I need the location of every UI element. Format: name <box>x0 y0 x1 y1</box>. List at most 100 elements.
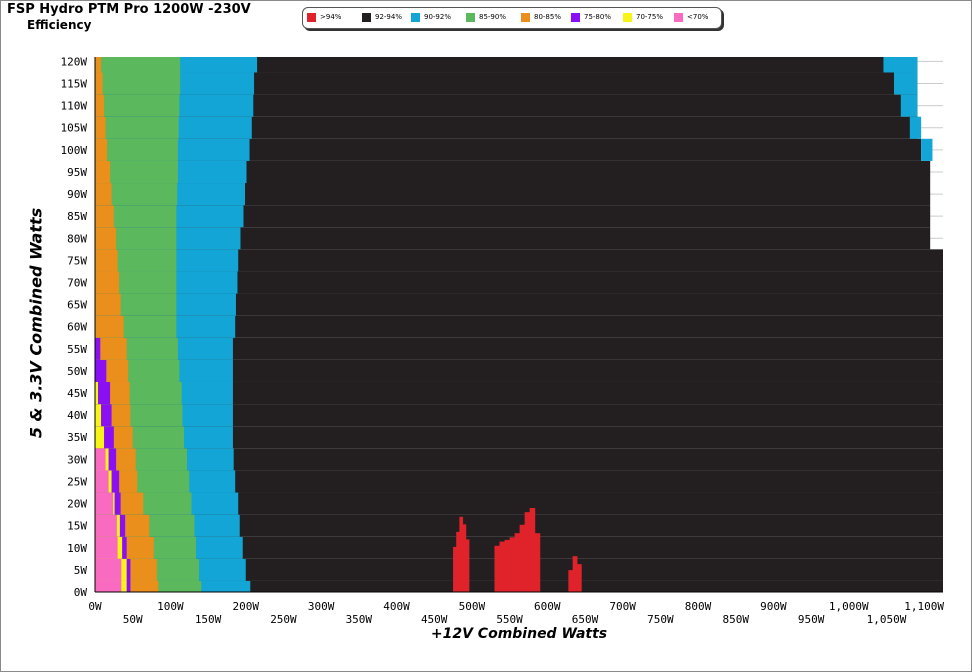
x-tick-label: 450W <box>421 613 448 626</box>
y-tick-label: 105W <box>61 122 88 135</box>
x-tick-label: 250W <box>270 613 297 626</box>
x-axis-label: +12V Combined Watts <box>430 626 608 642</box>
cell-90-92 <box>900 94 918 117</box>
cell-80-85 <box>95 94 105 117</box>
cell-gt94 <box>504 539 511 592</box>
x-tick-label: 850W <box>722 613 749 626</box>
cell-lt70 <box>95 514 117 537</box>
cell-92-94 <box>95 448 943 471</box>
cell-92-94 <box>95 359 943 382</box>
cell-gt94 <box>494 545 501 592</box>
cell-92-94 <box>95 72 918 95</box>
cell-92-94 <box>95 57 918 73</box>
legend-label: 85-90% <box>479 13 506 21</box>
y-tick-label: 20W <box>67 498 87 511</box>
x-tick-label: 400W <box>383 600 410 613</box>
cell-80-85 <box>95 271 120 294</box>
y-tick-label: 40W <box>67 409 87 422</box>
y-tick-label: 10W <box>67 542 87 555</box>
cell-92-94 <box>95 160 931 184</box>
x-tick-label: 650W <box>572 613 599 626</box>
x-tick-label: 900W <box>760 600 787 613</box>
y-tick-label: 45W <box>67 387 87 400</box>
cell-gt94 <box>524 512 531 592</box>
legend-swatch <box>674 13 683 22</box>
y-tick-label: 110W <box>61 100 88 113</box>
x-tick-label: 500W <box>459 600 486 613</box>
y-tick-label: 95W <box>67 166 87 179</box>
cell-gt94 <box>514 533 521 592</box>
cell-90-92 <box>921 138 933 161</box>
cell-80-85 <box>95 315 124 338</box>
x-tick-label: 700W <box>609 600 636 613</box>
cell-70-75 <box>95 426 105 449</box>
chart-title: FSP Hydro PTM Pro 1200W -230V <box>7 2 251 17</box>
legend-label: 92-94% <box>375 13 402 21</box>
cell-92-94 <box>95 249 943 272</box>
cell-70-75 <box>95 381 99 405</box>
legend-label: >94% <box>320 13 342 21</box>
cell-gt94 <box>519 524 526 592</box>
legend-swatch <box>411 13 420 22</box>
cell-92-94 <box>95 315 943 338</box>
cell-80-85 <box>95 138 108 161</box>
x-tick-label: 950W <box>798 613 825 626</box>
cell-gt94 <box>462 524 467 592</box>
y-tick-label: 35W <box>67 431 87 444</box>
legend-swatch <box>521 13 530 22</box>
y-axis-label: 5 & 3.3V Combined Watts <box>26 207 46 439</box>
cell-92-94 <box>95 138 922 161</box>
cell-85-90 <box>95 57 181 73</box>
cell-90-92 <box>909 116 922 139</box>
cell-80-85 <box>95 337 127 360</box>
y-tick-label: 70W <box>67 276 87 289</box>
y-tick-label: 30W <box>67 453 87 466</box>
cell-75-80 <box>95 381 111 405</box>
cell-gt94 <box>534 533 541 592</box>
cell-lt70 <box>95 536 118 559</box>
cell-75-80 <box>95 359 107 382</box>
y-tick-label: 85W <box>67 210 87 223</box>
y-tick-label: 60W <box>67 321 87 334</box>
cell-gt94 <box>576 564 582 592</box>
x-tick-label: 50W <box>123 613 143 626</box>
cell-80-85 <box>95 72 103 95</box>
x-tick-label: 100W <box>157 600 184 613</box>
cell-92-94 <box>95 381 943 405</box>
cell-85-90 <box>95 205 177 228</box>
cell-gt94 <box>456 531 460 592</box>
cell-92-94 <box>95 205 931 228</box>
cell-lt70 <box>95 448 106 471</box>
x-tick-label: 0W <box>88 600 102 613</box>
legend-label: 80-85% <box>534 13 561 21</box>
cell-92-94 <box>95 514 943 537</box>
cell-92-94 <box>95 227 931 250</box>
cell-80-85 <box>95 183 112 206</box>
cell-92-94 <box>95 116 918 139</box>
x-tick-label: 300W <box>308 600 335 613</box>
cell-92-94 <box>95 404 943 427</box>
cell-85-90 <box>95 72 181 95</box>
cell-80-85 <box>95 160 111 184</box>
legend-swatch <box>623 13 632 22</box>
legend-swatch <box>571 13 580 22</box>
legend-swatch <box>362 13 371 22</box>
x-tick-label: 550W <box>496 613 523 626</box>
legend-label: 90-92% <box>424 13 451 21</box>
legend-label: 75-80% <box>584 13 611 21</box>
legend-swatch <box>307 13 316 22</box>
y-tick-label: 15W <box>67 520 87 533</box>
cell-80-85 <box>95 249 118 272</box>
cell-80-85 <box>95 116 106 139</box>
cell-92-94 <box>95 426 943 449</box>
cell-lt70 <box>95 492 114 515</box>
cell-gt94 <box>465 539 470 592</box>
x-tick-label: 1,000W <box>829 600 869 613</box>
legend: >94% 92-94% 90-92% 85-90% 80-85% 75-80% 70-75%… <box>302 7 722 29</box>
y-tick-label: 55W <box>67 343 87 356</box>
cell-gt94 <box>529 507 536 592</box>
cell-90-92 <box>894 72 918 95</box>
x-tick-label: 1,100W <box>904 600 944 613</box>
cell-lt70 <box>95 470 109 493</box>
